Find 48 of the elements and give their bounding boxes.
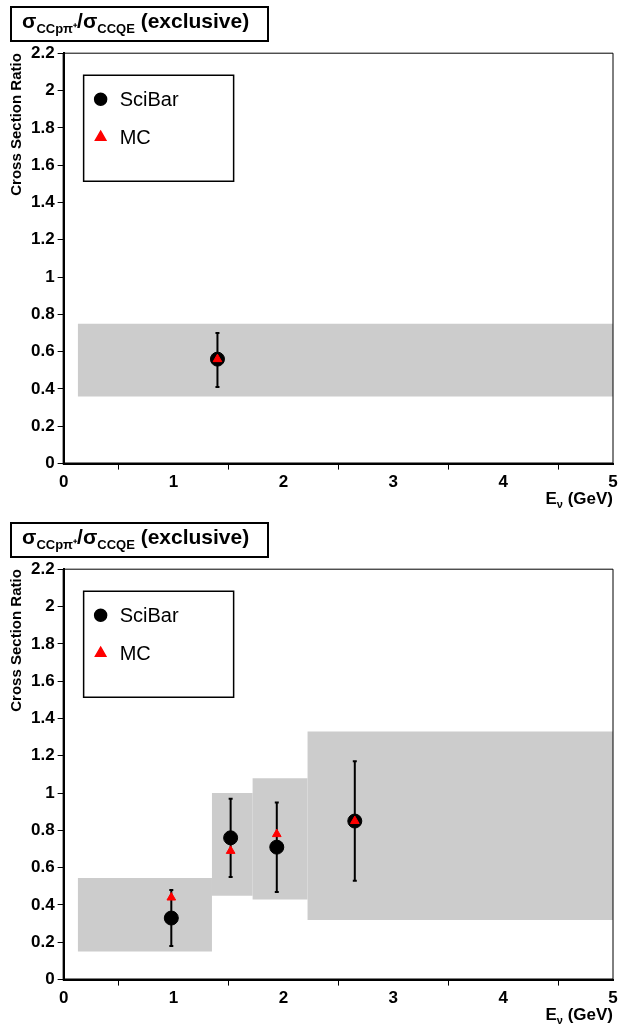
x-tick-label: 0	[58, 472, 69, 492]
y-tick-label: 1	[45, 266, 55, 286]
chart-title: σ$_{CCpπ⁺}$/σ$_{CCQE}$ (exclusive)	[10, 6, 270, 43]
chart-title: σ$_{CCpπ⁺}$/σ$_{CCQE}$ (exclusive)	[10, 522, 270, 559]
x-tick-label: 1	[168, 988, 179, 1008]
y-tick-label: 0.8	[30, 304, 55, 324]
y-tick-label: 1.4	[30, 708, 56, 728]
y-tick-label: 0.4	[30, 378, 56, 398]
y-tick-label: 1.4	[30, 192, 56, 212]
x-tick-label: 2	[278, 472, 289, 492]
point	[166, 892, 177, 901]
y-axis-title: Cross Section Ratio	[7, 53, 25, 196]
x-tick-label: 4	[498, 472, 509, 492]
y-tick-label: 1.8	[30, 633, 55, 653]
y-axis-title: Cross Section Ratio	[7, 569, 25, 712]
legend-label: MC	[119, 125, 151, 148]
legend-label: SciBar	[119, 603, 179, 626]
x-tick-label: 3	[388, 472, 398, 492]
y-tick-label: 2.2	[30, 558, 55, 578]
point	[223, 830, 239, 846]
y-tick-label: 1.2	[30, 229, 55, 249]
x-tick-label: 0	[58, 988, 69, 1008]
y-tick-label: 1.8	[30, 117, 55, 137]
point	[225, 845, 236, 854]
x-tick-label: 2	[278, 988, 289, 1008]
y-tick-label: 2.2	[30, 42, 55, 62]
x-tick-label: 4	[498, 988, 509, 1008]
y-tick-label: 1.6	[30, 670, 55, 690]
y-tick-label: 0.2	[30, 931, 55, 951]
y-tick-label: 0.2	[30, 415, 55, 435]
x-tick-label: 3	[388, 988, 398, 1008]
y-tick-label: 2	[45, 80, 55, 100]
point	[269, 839, 285, 855]
y-tick-label: 0.6	[30, 857, 55, 877]
y-tick-label: 2	[45, 596, 55, 616]
legend-label: SciBar	[119, 87, 179, 110]
legend-label: MC	[119, 641, 151, 664]
y-tick-label: 0	[45, 969, 55, 989]
y-tick-label: 0	[45, 453, 55, 473]
x-tick-label: 1	[168, 472, 179, 492]
y-tick-label: 1.6	[30, 154, 55, 174]
point	[271, 828, 282, 838]
y-tick-label: 0.8	[30, 820, 55, 840]
y-tick-label: 0.6	[30, 341, 55, 361]
y-tick-label: 1.2	[30, 745, 55, 765]
y-tick-label: 1	[45, 782, 55, 802]
point	[163, 910, 179, 926]
y-tick-label: 0.4	[30, 894, 56, 914]
